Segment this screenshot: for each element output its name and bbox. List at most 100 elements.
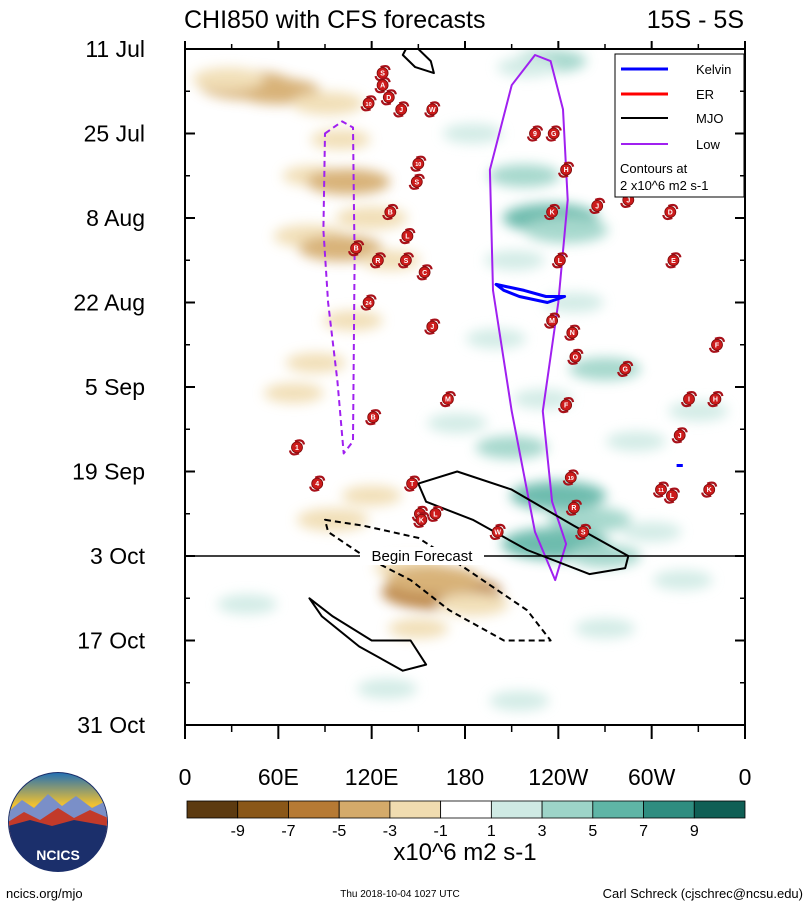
storm-marker: C bbox=[416, 264, 433, 281]
storm-label: S bbox=[404, 258, 409, 265]
storm-icon bbox=[664, 206, 677, 218]
legend-box bbox=[614, 53, 745, 198]
y-tick-label: 19 Sep bbox=[72, 459, 145, 485]
colorbar-swatch bbox=[389, 800, 442, 819]
storm-icon bbox=[683, 393, 695, 406]
colorbar-tick-label: 9 bbox=[690, 823, 699, 840]
x-tick-label: 180 bbox=[446, 764, 484, 790]
storm-icon bbox=[667, 254, 680, 267]
anomaly-blob bbox=[674, 644, 723, 662]
anomaly-blob bbox=[292, 91, 365, 115]
storm-label: E bbox=[671, 258, 676, 265]
anomaly-blob bbox=[643, 342, 692, 360]
storm-marker: B bbox=[348, 240, 365, 257]
anomaly-blob bbox=[427, 413, 488, 434]
anomaly-blob bbox=[475, 435, 548, 459]
storm-marker: J bbox=[589, 197, 606, 214]
x-tick-label: 0 bbox=[739, 764, 752, 790]
storm-icon bbox=[591, 199, 604, 212]
storm-marker: W bbox=[489, 523, 506, 540]
anomaly-blob bbox=[388, 618, 449, 639]
anomaly-blob bbox=[341, 485, 402, 506]
storm-marker: S bbox=[408, 173, 425, 190]
legend-label-low: Low bbox=[696, 137, 720, 152]
storm-swirl-icon bbox=[439, 391, 456, 408]
storm-marker: L bbox=[427, 505, 444, 522]
storm-label: J bbox=[595, 203, 599, 210]
x-tick-label: 120W bbox=[528, 764, 588, 790]
storm-label: J bbox=[626, 197, 630, 204]
contour-mjo bbox=[417, 470, 630, 576]
storm-swirl-icon bbox=[360, 95, 377, 112]
storm-icon bbox=[491, 526, 504, 538]
storm-marker: 11 bbox=[652, 481, 670, 498]
storm-swirl-icon bbox=[380, 89, 397, 106]
anomaly-blob bbox=[442, 123, 503, 144]
anomaly-blob bbox=[621, 521, 682, 542]
storm-icon bbox=[399, 254, 412, 267]
storm-swirl-icon bbox=[665, 252, 682, 269]
storm-swirl-icon bbox=[427, 505, 444, 522]
storm-marker: G bbox=[617, 360, 634, 377]
colorbar-swatch bbox=[541, 800, 594, 819]
storm-label: K bbox=[707, 487, 712, 494]
storm-label: S bbox=[414, 179, 419, 186]
x-tick-label: 120E bbox=[345, 764, 399, 790]
contour-mjo bbox=[308, 597, 428, 672]
storm-swirl-icon bbox=[708, 336, 726, 353]
storm-icon bbox=[406, 477, 419, 490]
storm-label: O bbox=[573, 354, 579, 361]
storm-swirl-icon bbox=[489, 523, 506, 540]
colorbar-tick-label: 1 bbox=[487, 823, 496, 840]
y-tick-label: 3 Oct bbox=[90, 543, 146, 569]
legend-label-er: ER bbox=[696, 87, 714, 102]
storm-marker: R bbox=[565, 499, 582, 516]
storm-swirl-icon bbox=[399, 228, 416, 245]
storm-marker: N bbox=[564, 324, 581, 341]
storm-icon bbox=[426, 320, 439, 333]
storm-label: R bbox=[571, 505, 576, 512]
storm-marker: F bbox=[708, 336, 726, 353]
storm-marker: 9 bbox=[526, 125, 544, 142]
storm-icon bbox=[619, 362, 632, 375]
storm-icon bbox=[554, 254, 566, 267]
storm-label: A bbox=[380, 83, 385, 90]
storm-label: 24 bbox=[366, 301, 373, 307]
storm-label: G bbox=[551, 131, 557, 138]
storm-icon bbox=[367, 411, 380, 424]
anomaly-blob bbox=[310, 129, 371, 150]
storm-icon bbox=[350, 242, 363, 255]
storm-label: C bbox=[422, 270, 427, 277]
anomaly-blob bbox=[217, 594, 278, 615]
anomaly-blob bbox=[524, 217, 609, 244]
footer-author: Carl Schreck (cjschrec@ncsu.edu) bbox=[603, 886, 803, 901]
colorbar-swatch bbox=[693, 800, 746, 819]
storm-label: S bbox=[581, 529, 586, 536]
storm-marker: T bbox=[404, 475, 421, 492]
storm-icon bbox=[362, 296, 375, 309]
colorbar-swatch bbox=[440, 800, 492, 819]
anomaly-blob bbox=[192, 67, 265, 91]
colorbar-tick-label: 5 bbox=[588, 823, 597, 840]
storm-swirl-icon bbox=[360, 294, 377, 311]
anomaly-blob bbox=[296, 508, 369, 532]
storm-marker: E bbox=[665, 252, 682, 269]
storm-swirl-icon bbox=[309, 475, 326, 492]
anomaly-blob bbox=[285, 352, 346, 373]
storm-label: F bbox=[715, 342, 720, 349]
storm-label: I bbox=[688, 397, 690, 404]
storm-label: L bbox=[433, 511, 438, 518]
anomaly-blob bbox=[484, 250, 545, 271]
storm-label: S bbox=[380, 71, 385, 78]
storm-label: K bbox=[550, 210, 555, 217]
colorbar-swatch bbox=[186, 800, 239, 819]
colorbar-swatch bbox=[288, 800, 340, 819]
storm-label: T bbox=[410, 481, 415, 488]
x-tick-label: 60W bbox=[628, 764, 676, 790]
x-tick-label: 60E bbox=[258, 764, 299, 790]
colorbar-tick-label: 7 bbox=[639, 823, 648, 840]
storm-label: 1 bbox=[295, 445, 299, 452]
footer-timestamp: Thu 2018-10-04 1027 UTC bbox=[340, 889, 460, 900]
anomaly-blob bbox=[512, 389, 573, 410]
legend: Kelvin ER MJO Low Contours at 2 x10^6 m2… bbox=[614, 53, 745, 198]
